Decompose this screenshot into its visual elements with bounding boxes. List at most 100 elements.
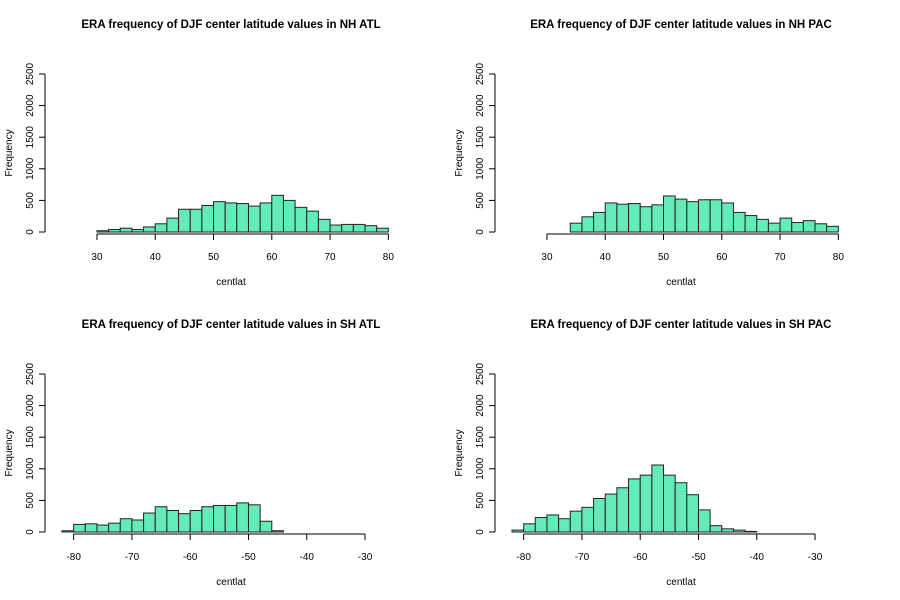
y-tick-label: 1000 [475, 157, 486, 180]
histogram-bar [376, 227, 389, 233]
histogram-bar [616, 487, 630, 533]
histogram-bar [213, 201, 226, 233]
x-tick-label: 80 [383, 252, 395, 263]
x-tick-label: -70 [125, 552, 140, 563]
histogram-bar [247, 504, 261, 533]
histogram-bar [317, 218, 331, 233]
histogram-bar [651, 464, 665, 533]
x-tick-label: 70 [325, 252, 337, 263]
histogram-bar [119, 227, 133, 233]
x-tick-label: -80 [66, 552, 81, 563]
histogram-bar [341, 223, 354, 233]
x-tick-label: -60 [633, 552, 648, 563]
histogram-bar [709, 199, 723, 233]
y-tick-label: 1500 [25, 126, 36, 149]
y-tick-label: 500 [475, 492, 486, 509]
panel-1: ERA frequency of DJF center latitude val… [4, 19, 394, 288]
histogram-bar [224, 504, 238, 533]
histogram-bar [744, 215, 758, 233]
histogram-bar [329, 224, 343, 233]
bars [96, 194, 389, 233]
histogram-bar [581, 506, 595, 533]
y-tick-label: 2500 [475, 362, 486, 385]
histogram-bar [73, 523, 86, 533]
histogram-bar [628, 203, 641, 233]
x-axis-label: centlat [216, 277, 246, 288]
x-tick-label: -80 [516, 552, 531, 563]
histogram-bar [767, 222, 781, 233]
y-tick-label: 0 [25, 229, 36, 235]
histogram-bar [213, 504, 226, 533]
histogram-bar [604, 202, 618, 233]
x-tick-label: -60 [183, 552, 198, 563]
x-tick-label: 60 [266, 252, 278, 263]
y-tick-label: 0 [475, 529, 486, 535]
histogram-bar [178, 513, 191, 533]
histogram-bar [593, 498, 606, 533]
histogram-bar [166, 217, 180, 233]
x-axis-label: centlat [666, 577, 696, 588]
x-tick-label: -50 [691, 552, 706, 563]
histogram-bar [247, 205, 261, 233]
y-axis-label: Frequency [454, 429, 465, 476]
x-tick-label: 50 [658, 252, 670, 263]
x-tick-label: -40 [750, 552, 765, 563]
histogram-bar [224, 202, 238, 233]
y-tick-label: 500 [25, 492, 36, 509]
bars [511, 464, 758, 533]
y-axis-label: Frequency [4, 429, 15, 476]
histogram-bar [721, 528, 734, 533]
y-tick-label: 1500 [475, 426, 486, 449]
histogram-bar [294, 206, 308, 233]
y-tick-label: 1000 [475, 457, 486, 480]
y-tick-label: 0 [475, 229, 486, 235]
chart-title: ERA frequency of DJF center latitude val… [531, 319, 832, 331]
x-tick-label: -30 [808, 552, 823, 563]
histogram-bar [236, 203, 249, 233]
y-tick-label: 2500 [25, 62, 36, 85]
y-tick-label: 2000 [475, 94, 486, 117]
x-tick-label: -50 [241, 552, 256, 563]
x-tick-label: 40 [600, 252, 612, 263]
histogram-bar [143, 512, 156, 533]
histogram-bar [628, 478, 641, 533]
histogram-bar [259, 520, 273, 533]
histogram-bar [154, 223, 168, 233]
histogram-bar [616, 203, 630, 233]
histogram-bar [802, 220, 816, 233]
histogram-bar [119, 518, 133, 533]
x-tick-label: 30 [91, 252, 103, 263]
histogram-bar [639, 206, 653, 233]
histogram-bar [108, 228, 121, 233]
y-tick-label: 500 [25, 192, 36, 209]
histogram-bar [732, 211, 746, 233]
chart-title: ERA frequency of DJF center latitude val… [530, 19, 832, 31]
histogram-bar [674, 198, 688, 233]
y-tick-label: 500 [475, 192, 486, 209]
histogram-bar [201, 204, 215, 233]
x-tick-label: 70 [775, 252, 787, 263]
histogram-bar [96, 524, 110, 533]
histogram-bar [639, 474, 653, 533]
histogram-bar [259, 202, 273, 233]
histogram-bar [511, 529, 525, 533]
histogram-bar [546, 514, 560, 533]
histogram-bar [96, 230, 110, 233]
y-tick-label: 1000 [25, 157, 36, 180]
histogram-bar [663, 474, 676, 533]
x-tick-label: 40 [150, 252, 162, 263]
histogram-bar [282, 199, 296, 233]
x-tick-label: 80 [833, 252, 845, 263]
histogram-bar [697, 199, 711, 233]
histogram-bar [686, 201, 699, 233]
histogram-bar [108, 522, 121, 533]
histogram-bar [721, 202, 734, 233]
histogram-bar [779, 217, 793, 233]
y-tick-label: 2000 [25, 94, 36, 117]
histogram-bar [201, 506, 215, 533]
histogram-bar [236, 502, 249, 533]
y-tick-label: 1500 [475, 126, 486, 149]
y-tick-label: 2000 [25, 394, 36, 417]
